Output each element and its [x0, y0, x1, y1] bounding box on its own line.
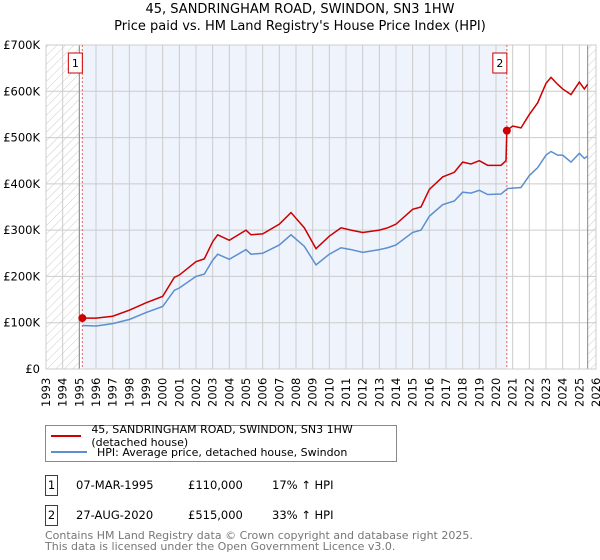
sale-hpi-diff: 33% ↑ HPI [272, 508, 334, 522]
x-tick-label: 2003 [206, 378, 220, 407]
x-tick-label: 2011 [339, 378, 353, 407]
sale-annotation-box [492, 52, 508, 74]
x-tick-label: 2009 [306, 378, 320, 407]
sale-date: 27-AUG-2020 [76, 508, 154, 522]
y-tick-label: £500K [3, 131, 40, 145]
x-tick-label: 2013 [372, 378, 386, 407]
red-line-swatch [51, 435, 82, 437]
sale-point [502, 126, 511, 135]
x-tick-label: 2010 [322, 378, 336, 407]
sale-annotation-label: 2 [496, 57, 503, 70]
sale-price: £110,000 [188, 478, 243, 492]
y-tick-label: £600K [3, 84, 40, 98]
sale-hpi-diff: 17% ↑ HPI [272, 478, 334, 492]
x-tick-label: 2016 [422, 378, 436, 407]
x-tick-label: 1994 [56, 378, 70, 407]
sale-badge: 2 [45, 505, 58, 526]
x-tick-label: 2019 [472, 378, 486, 407]
x-tick-label: 1995 [72, 378, 86, 407]
x-tick-label: 2005 [239, 378, 253, 407]
hpi-line [82, 150, 589, 327]
x-tick-label: 1997 [106, 378, 120, 407]
x-tick-label: 2024 [556, 378, 570, 407]
sale-point [78, 314, 87, 323]
property-price-line [82, 76, 589, 319]
y-tick-label: £0 [25, 362, 40, 376]
x-tick-label: 2004 [222, 378, 236, 407]
x-tick-label: 1993 [39, 378, 53, 407]
x-tick-label: 2021 [506, 378, 520, 407]
x-tick-label: 2008 [289, 378, 303, 407]
x-tick-label: 2018 [456, 378, 470, 407]
x-tick-label: 2025 [572, 378, 586, 407]
chart-title: 45, SANDRINGHAM ROAD, SWINDON, SN3 1HW [145, 2, 455, 17]
legend-label: HPI: Average price, detached house, Swin… [97, 445, 348, 459]
legend-item-property: 45, SANDRINGHAM ROAD, SWINDON, SN3 1HW (… [46, 423, 396, 449]
x-tick-label: 2015 [406, 378, 420, 407]
plot-frame [45, 44, 597, 370]
y-tick-label: £100K [3, 316, 40, 330]
x-tick-label: 2017 [439, 378, 453, 407]
x-tick-label: 2006 [256, 378, 270, 407]
x-tick-label: 2001 [172, 378, 186, 407]
legend: 45, SANDRINGHAM ROAD, SWINDON, SN3 1HW (… [45, 423, 397, 462]
x-tick-label: 2020 [489, 378, 503, 407]
price-chart: 1993 1994 1995 1996 1997 1998 1999 2000 2001 2002… [3, 38, 600, 407]
y-tick-label: £700K [3, 38, 40, 52]
ownership-shade [82, 45, 507, 369]
x-tick-label: 2014 [389, 378, 403, 407]
footer: Contains HM Land Registry data © Crown c… [45, 530, 473, 552]
no-data-hatch-right [587, 45, 596, 369]
x-tick-label: 2002 [189, 378, 203, 407]
y-tick-label: £200K [3, 269, 40, 283]
sale-annotation-box [67, 52, 83, 74]
x-tick-label: 1996 [89, 378, 103, 407]
y-tick-label: £400K [3, 177, 40, 191]
footer-line: Contains HM Land Registry data © Crown c… [45, 529, 473, 542]
x-tick-label: 2026 [589, 378, 600, 407]
x-tick-label: 1999 [139, 378, 153, 407]
sale-price: £515,000 [188, 508, 243, 522]
y-tick-label: £300K [3, 223, 40, 237]
sale-date: 07-MAR-1995 [76, 478, 154, 492]
sale-annotation-label: 1 [72, 57, 79, 70]
x-tick-label: 1998 [122, 378, 136, 407]
legend-item-hpi: HPI: Average price, detached house, Swin… [46, 444, 347, 460]
chart-subtitle: Price paid vs. HM Land Registry's House … [114, 19, 486, 34]
footer-line: This data is licensed under the Open Gov… [45, 540, 396, 553]
blue-line-swatch [51, 451, 87, 453]
x-tick-label: 2022 [522, 378, 536, 407]
x-tick-label: 2012 [356, 378, 370, 407]
x-tick-label: 2023 [539, 378, 553, 407]
legend-label: 45, SANDRINGHAM ROAD, SWINDON, SN3 1HW (… [91, 423, 353, 449]
x-tick-label: 2000 [156, 378, 170, 407]
sale-badge: 1 [45, 475, 58, 496]
x-tick-label: 2007 [272, 378, 286, 407]
